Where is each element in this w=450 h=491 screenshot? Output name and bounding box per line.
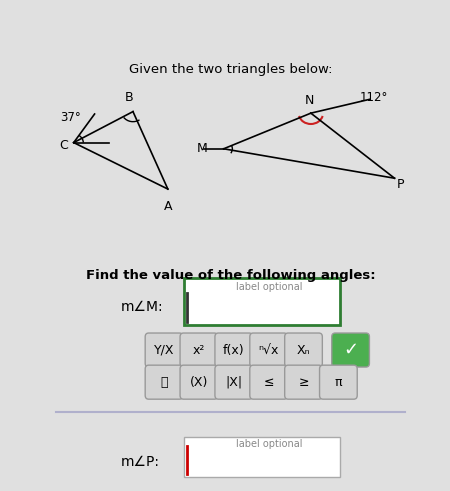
Text: (X): (X)	[190, 376, 208, 389]
Text: m∠P:: m∠P:	[121, 455, 160, 468]
FancyBboxPatch shape	[320, 365, 357, 399]
Text: m∠M:: m∠M:	[121, 300, 163, 314]
Text: π: π	[335, 376, 342, 389]
Text: label optional: label optional	[236, 282, 302, 292]
Text: ≥: ≥	[298, 376, 309, 389]
FancyBboxPatch shape	[180, 333, 218, 367]
Text: Given the two triangles below:: Given the two triangles below:	[129, 63, 333, 76]
FancyBboxPatch shape	[215, 365, 252, 399]
Text: M: M	[197, 142, 208, 155]
FancyBboxPatch shape	[184, 437, 341, 477]
Text: Xₙ: Xₙ	[297, 344, 310, 356]
Text: ✓: ✓	[343, 341, 358, 359]
Text: 37°: 37°	[60, 111, 81, 124]
Text: label optional: label optional	[236, 439, 302, 449]
FancyBboxPatch shape	[250, 365, 288, 399]
Text: P: P	[396, 178, 404, 191]
FancyBboxPatch shape	[215, 333, 252, 367]
Text: N: N	[304, 94, 314, 107]
Text: 112°: 112°	[360, 91, 388, 104]
FancyBboxPatch shape	[285, 333, 322, 367]
FancyBboxPatch shape	[184, 278, 341, 326]
Text: x²: x²	[193, 344, 205, 356]
Text: ≤: ≤	[263, 376, 274, 389]
FancyBboxPatch shape	[145, 333, 183, 367]
Text: B: B	[125, 91, 134, 104]
FancyBboxPatch shape	[285, 365, 322, 399]
Text: 🗑: 🗑	[160, 376, 168, 389]
Text: C: C	[60, 139, 68, 152]
Text: ⁿ√x: ⁿ√x	[258, 344, 279, 356]
FancyBboxPatch shape	[145, 365, 183, 399]
Text: Y/X: Y/X	[154, 344, 174, 356]
FancyBboxPatch shape	[332, 333, 369, 367]
FancyBboxPatch shape	[250, 333, 288, 367]
Text: Find the value of the following angles:: Find the value of the following angles:	[86, 269, 375, 282]
FancyBboxPatch shape	[180, 365, 218, 399]
Text: f(x): f(x)	[223, 344, 245, 356]
Text: |X|: |X|	[225, 376, 243, 389]
Text: A: A	[164, 200, 172, 213]
